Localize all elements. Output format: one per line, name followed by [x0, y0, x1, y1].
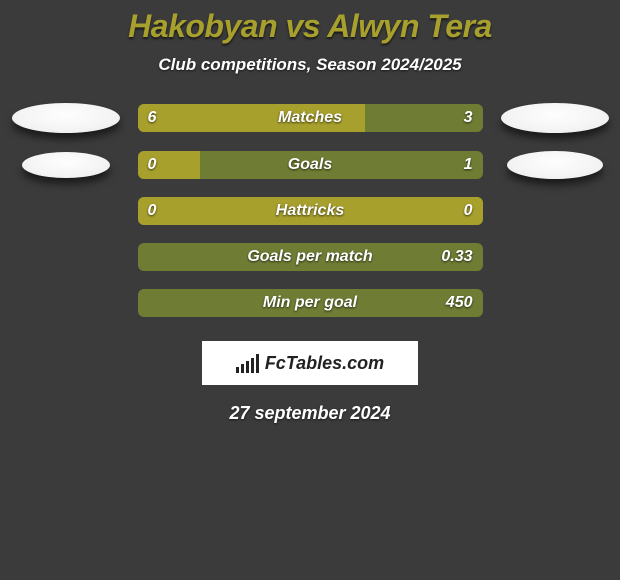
logo-bar: [251, 358, 254, 373]
stat-bar: Goals per match 0.33: [138, 243, 483, 271]
stat-bar: Matches 6 3: [138, 104, 483, 132]
date-label: 27 september 2024: [0, 403, 620, 424]
player-ellipse-right: [501, 103, 609, 133]
stat-row: Matches 6 3: [0, 103, 620, 133]
stat-value-left: 6: [148, 109, 157, 127]
ellipse-slot-left: [6, 152, 126, 178]
stat-value-right: 3: [464, 109, 473, 127]
stat-row: Goals per match 0.33: [0, 243, 620, 271]
page-subtitle: Club competitions, Season 2024/2025: [0, 55, 620, 75]
logo-bar: [246, 361, 249, 373]
stat-bar: Min per goal 450: [138, 289, 483, 317]
player-ellipse-left: [12, 103, 120, 133]
stat-row: Goals 0 1: [0, 151, 620, 179]
stat-label: Matches: [278, 109, 342, 127]
logo-bar: [236, 367, 239, 373]
stats-container: Matches 6 3 Goals 0 1 Hattricks 0 0 Goals per mat…: [0, 103, 620, 317]
stat-value-right: 1: [464, 156, 473, 174]
page-title: Hakobyan vs Alwyn Tera: [0, 0, 620, 45]
stat-value-right: 450: [446, 294, 473, 312]
player-ellipse-left: [22, 152, 110, 178]
stat-value-left: 0: [148, 156, 157, 174]
stat-bar: Goals 0 1: [138, 151, 483, 179]
ellipse-slot-right: [495, 151, 615, 179]
stat-row: Hattricks 0 0: [0, 197, 620, 225]
logo-text: FcTables.com: [265, 353, 384, 374]
logo-bar: [241, 364, 244, 373]
fctables-logo: FcTables.com: [202, 341, 418, 385]
stat-label: Min per goal: [263, 294, 357, 312]
stat-label: Goals per match: [247, 248, 372, 266]
stat-label: Hattricks: [276, 202, 344, 220]
player-ellipse-right: [507, 151, 603, 179]
stat-bar: Hattricks 0 0: [138, 197, 483, 225]
stat-value-right: 0.33: [441, 248, 472, 266]
stat-label: Goals: [288, 156, 332, 174]
stat-value-right: 0: [464, 202, 473, 220]
ellipse-slot-left: [6, 103, 126, 133]
logo-bars-icon: [236, 353, 259, 373]
stat-value-left: 0: [148, 202, 157, 220]
ellipse-slot-right: [495, 103, 615, 133]
stat-row: Min per goal 450: [0, 289, 620, 317]
logo-bar: [256, 354, 259, 373]
